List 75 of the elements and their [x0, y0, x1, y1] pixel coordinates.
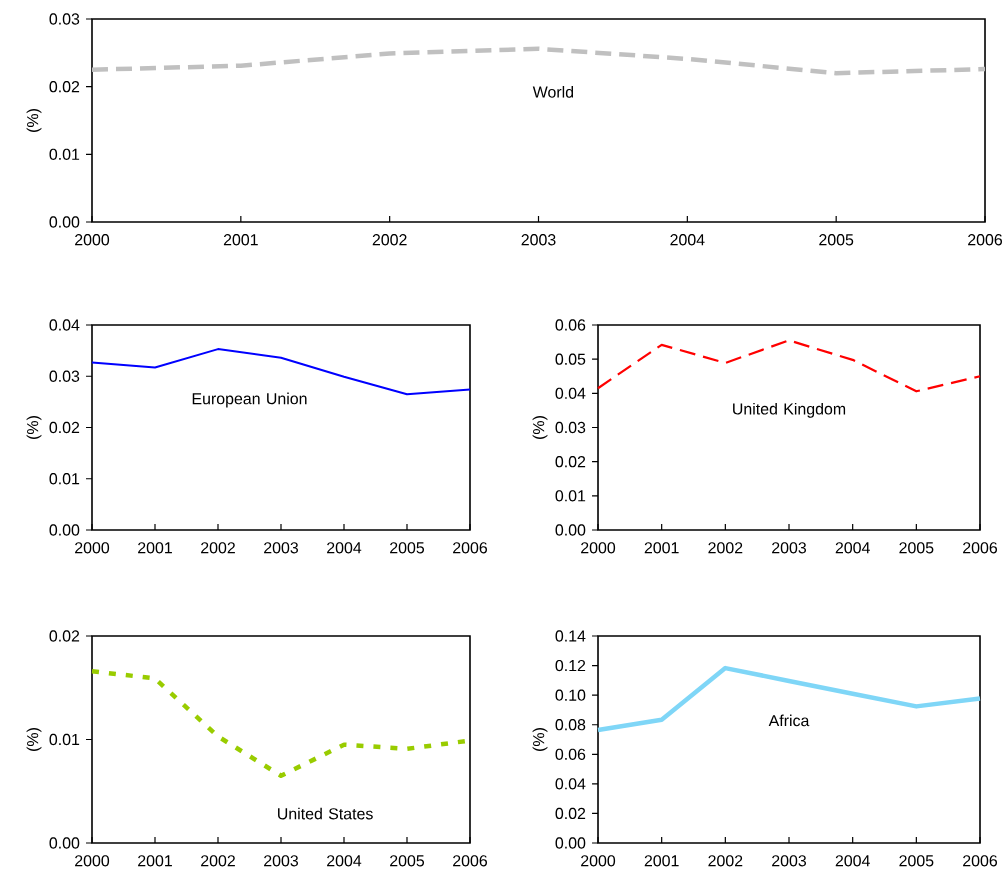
x-tick-label: 2002 [372, 234, 407, 246]
x-tick-label: 2006 [968, 234, 1003, 246]
y-tick-label: 0.01 [49, 733, 80, 746]
y-axis-title: (%) [532, 416, 548, 439]
y-tick-label: 0.02 [49, 421, 80, 434]
y-tick-label: 0.04 [555, 778, 586, 790]
x-tick-label: 2001 [644, 855, 679, 867]
y-tick-label: 0.03 [555, 421, 586, 434]
text: United Kingdom [733, 402, 846, 418]
y-axis-title: (%) [26, 109, 42, 132]
line-series [89, 46, 988, 76]
text: World [532, 86, 574, 98]
x-tick-label: 2000 [75, 542, 110, 554]
y-tick-label: 0.05 [555, 353, 586, 365]
y-tick-label: 0.00 [49, 524, 80, 536]
x-tick-label: 2005 [899, 855, 934, 867]
x-tick-label: 2005 [819, 234, 854, 246]
y-tick-label: 0.06 [555, 748, 586, 760]
y-tick-label: 0.00 [49, 216, 80, 228]
y-tick-label: 0.02 [49, 81, 80, 93]
x-tick-label: 2003 [521, 234, 556, 246]
x-tick-label: 2001 [138, 542, 172, 554]
x-tick-label: 2004 [835, 542, 870, 554]
y-axis-title: (%) [26, 728, 42, 751]
x-tick-label: 2002 [708, 542, 743, 554]
line-series [595, 665, 983, 733]
y-tick-label: 0.00 [555, 837, 586, 849]
x-tick-label: 2002 [201, 542, 235, 554]
y-tick-label: 0.00 [555, 524, 586, 536]
y-axis-title: (%) [26, 416, 42, 439]
x-tick-label: 2004 [670, 234, 705, 246]
y-tick-label: 0.08 [555, 719, 586, 731]
x-tick-label: 2004 [327, 855, 362, 867]
x-tick-label: 2003 [772, 542, 807, 554]
y-tick-label: 0.02 [49, 630, 80, 642]
x-tick-label: 2005 [390, 855, 425, 867]
y-tick-label: 0.02 [555, 456, 586, 468]
x-tick-label: 2006 [453, 542, 488, 554]
x-tick-label: 2003 [264, 542, 299, 554]
x-tick-label: 2006 [453, 855, 488, 867]
y-tick-label: 0.04 [49, 319, 80, 331]
y-tick-label: 0.14 [555, 630, 586, 642]
line-series [596, 339, 982, 393]
x-tick-label: 2002 [708, 855, 743, 867]
series-label: European Union [192, 392, 307, 408]
x-tick-label: 2001 [644, 542, 679, 554]
x-tick-label: 2003 [772, 855, 807, 867]
x-tick-label: 2000 [75, 234, 110, 246]
x-tick-label: 2004 [835, 855, 870, 867]
y-axis-title: (%) [532, 728, 548, 751]
text: United States [278, 807, 373, 820]
x-tick-label: 2002 [201, 855, 235, 867]
x-tick-label: 2003 [264, 855, 299, 867]
x-tick-label: 2001 [138, 855, 172, 867]
x-tick-label: 2000 [581, 855, 616, 867]
y-tick-label: 0.01 [555, 490, 586, 502]
x-tick-label: 2000 [581, 542, 616, 554]
y-tick-label: 0.04 [555, 387, 586, 399]
y-tick-label: 0.01 [49, 473, 80, 485]
y-tick-label: 0.06 [555, 319, 586, 331]
series-label: Africa [768, 714, 810, 727]
y-tick-label: 0.03 [49, 370, 80, 382]
x-tick-label: 2000 [75, 855, 110, 867]
y-tick-label: 0.00 [49, 837, 80, 849]
y-tick-label: 0.10 [555, 689, 586, 701]
x-tick-label: 2005 [390, 542, 425, 554]
x-tick-label: 2005 [899, 542, 934, 554]
x-tick-label: 2006 [963, 855, 998, 867]
x-tick-label: 2006 [963, 542, 998, 554]
x-tick-label: 2004 [327, 542, 362, 554]
y-tick-label: 0.01 [49, 148, 80, 160]
y-tick-label: 0.03 [49, 13, 80, 25]
y-tick-label: 0.02 [555, 807, 586, 820]
y-tick-label: 0.12 [555, 659, 586, 672]
x-tick-label: 2001 [223, 234, 258, 246]
